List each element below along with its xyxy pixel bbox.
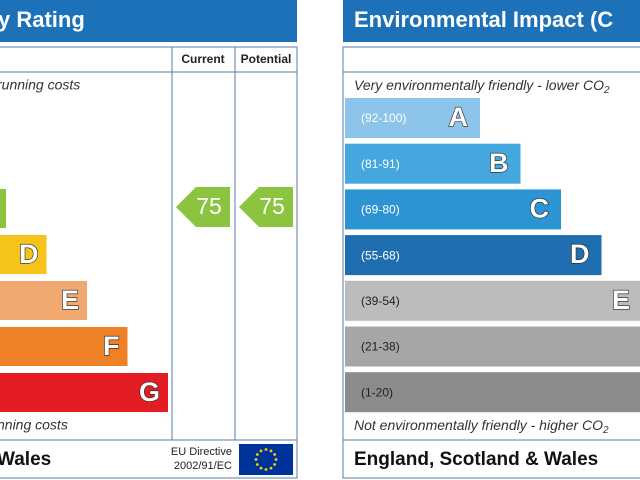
band-range: (21-38): [361, 340, 400, 354]
flag-star: [254, 458, 258, 461]
band-bar: [345, 372, 640, 413]
band-letter: D: [19, 239, 39, 269]
band-bar: [0, 373, 168, 412]
directive: 2002/91/EC: [174, 460, 232, 472]
bottom-text: Not environmentally friendly - higher CO…: [354, 417, 609, 436]
band-bar: [0, 327, 128, 366]
column-header: Current: [181, 52, 224, 66]
column-header: Potential: [241, 52, 292, 66]
top-text: running costs: [0, 77, 80, 93]
flag-star: [269, 466, 273, 470]
flag-star: [264, 468, 268, 471]
band-range: (55-68): [361, 248, 400, 262]
flag-star: [274, 458, 278, 461]
directive: EU Directive: [171, 446, 232, 458]
rating-value: 75: [196, 193, 222, 219]
flag-star: [269, 449, 273, 453]
band-bar: [0, 235, 47, 274]
footer: Wales: [0, 449, 51, 470]
band-bar: [345, 143, 521, 184]
title-bar: [0, 0, 297, 42]
flag-star: [259, 466, 263, 470]
left-box: [0, 46, 298, 479]
band-bar: [345, 235, 602, 276]
top-text-main: Very environmentally friendly - lower CO: [354, 77, 604, 93]
footer: England, Scotland & Wales: [354, 449, 598, 470]
rating-arrow: [176, 187, 230, 227]
flag-star: [259, 449, 263, 453]
rating-arrow: [239, 187, 293, 227]
subscript: 2: [603, 85, 610, 96]
band-range: (69-80): [361, 203, 400, 217]
band-range: (81-91): [361, 157, 400, 171]
rating-value: 75: [259, 193, 285, 219]
band-range: (39-54): [361, 294, 400, 308]
band-letter: A: [449, 102, 469, 132]
band-letter: D: [570, 239, 590, 269]
band-letter: B: [489, 148, 509, 178]
subscript: 2: [602, 425, 609, 436]
flag-star: [264, 448, 268, 451]
band-letter: G: [139, 377, 160, 407]
bottom-text-main: Not environmentally friendly - higher CO: [354, 417, 603, 433]
band-bar: [0, 189, 6, 228]
title-bar: [343, 0, 640, 42]
top-text: Very environmentally friendly - lower CO…: [354, 77, 610, 96]
band-letter: C: [530, 194, 550, 224]
band-letter: E: [61, 285, 79, 315]
band-bar: [0, 281, 87, 320]
band-range: (92-100): [361, 111, 406, 125]
bottom-text: nning costs: [0, 417, 68, 433]
band-range: (1-20): [361, 385, 393, 399]
flag-star: [255, 463, 259, 466]
right-title: Environmental Impact (C: [354, 7, 613, 32]
flag-star: [255, 453, 259, 456]
right-box: [342, 46, 640, 479]
band-bar: [345, 326, 640, 367]
band-bar: [345, 98, 480, 138]
band-letter: F: [103, 331, 120, 361]
flag-star: [273, 463, 277, 466]
flag-star: [273, 453, 277, 456]
band-bar: [345, 280, 640, 321]
eu-flag: [239, 444, 293, 475]
left-title: y Rating: [0, 7, 85, 32]
band-letter: E: [612, 285, 630, 315]
band-bar: [345, 189, 561, 230]
